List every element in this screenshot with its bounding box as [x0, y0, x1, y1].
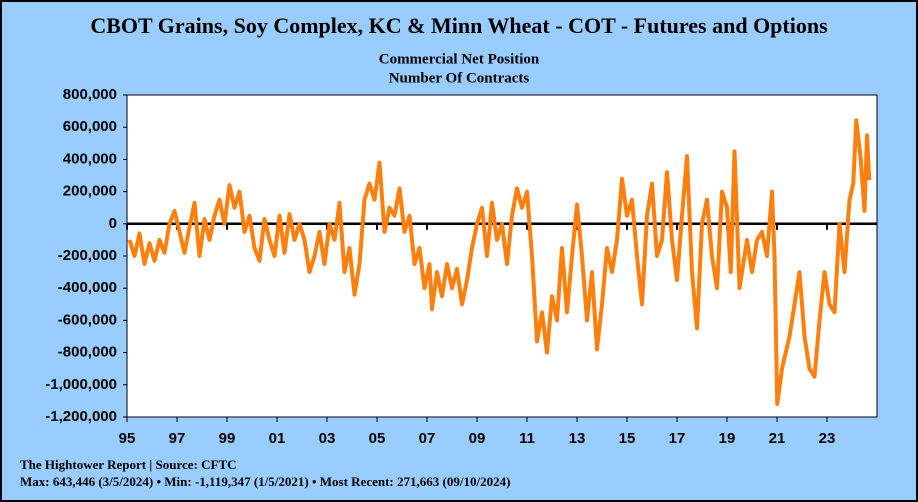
- x-tick-label: 97: [169, 430, 186, 447]
- x-tick-label: 99: [219, 430, 236, 447]
- x-tick-label: 23: [819, 430, 836, 447]
- x-tick-label: 05: [369, 430, 386, 447]
- y-tick-label: 800,000: [63, 86, 117, 103]
- x-tick-label: 01: [269, 430, 286, 447]
- y-tick-label: 600,000: [63, 118, 117, 135]
- plot-area: [126, 94, 878, 418]
- x-tick-label: 95: [119, 430, 136, 447]
- x-tick-label: 17: [669, 430, 686, 447]
- y-tick-label: 400,000: [63, 150, 117, 167]
- x-tick-label: 11: [519, 430, 535, 447]
- y-tick-label: -400,000: [58, 279, 117, 296]
- y-tick-label: -1,200,000: [45, 408, 117, 425]
- y-tick-label: -800,000: [58, 344, 117, 361]
- y-tick-label: -1,000,000: [45, 376, 117, 393]
- x-tick-label: 13: [569, 430, 586, 447]
- y-tick-label: -200,000: [58, 247, 117, 264]
- x-tick-label: 19: [719, 430, 736, 447]
- y-tick-label: -600,000: [58, 311, 117, 328]
- y-tick-label: 200,000: [63, 183, 117, 200]
- x-tick-label: 07: [419, 430, 436, 447]
- chart-subtitle: Commercial Net Position: [379, 51, 540, 67]
- y-axis-label: Number Of Contracts: [389, 70, 530, 86]
- x-tick-label: 15: [619, 430, 636, 447]
- x-tick-label: 03: [319, 430, 336, 447]
- y-tick-label: 0: [109, 215, 117, 232]
- note: Max: 643,446 (3/5/2024) • Min: -1,119,34…: [20, 474, 510, 489]
- chart-title: CBOT Grains, Soy Complex, KC & Minn Whea…: [90, 13, 828, 38]
- x-tick-label: 09: [469, 430, 486, 447]
- x-tick-label: 21: [769, 430, 786, 447]
- source: The Hightower Report | Source: CFTC: [20, 457, 237, 472]
- series-line: [127, 118, 872, 407]
